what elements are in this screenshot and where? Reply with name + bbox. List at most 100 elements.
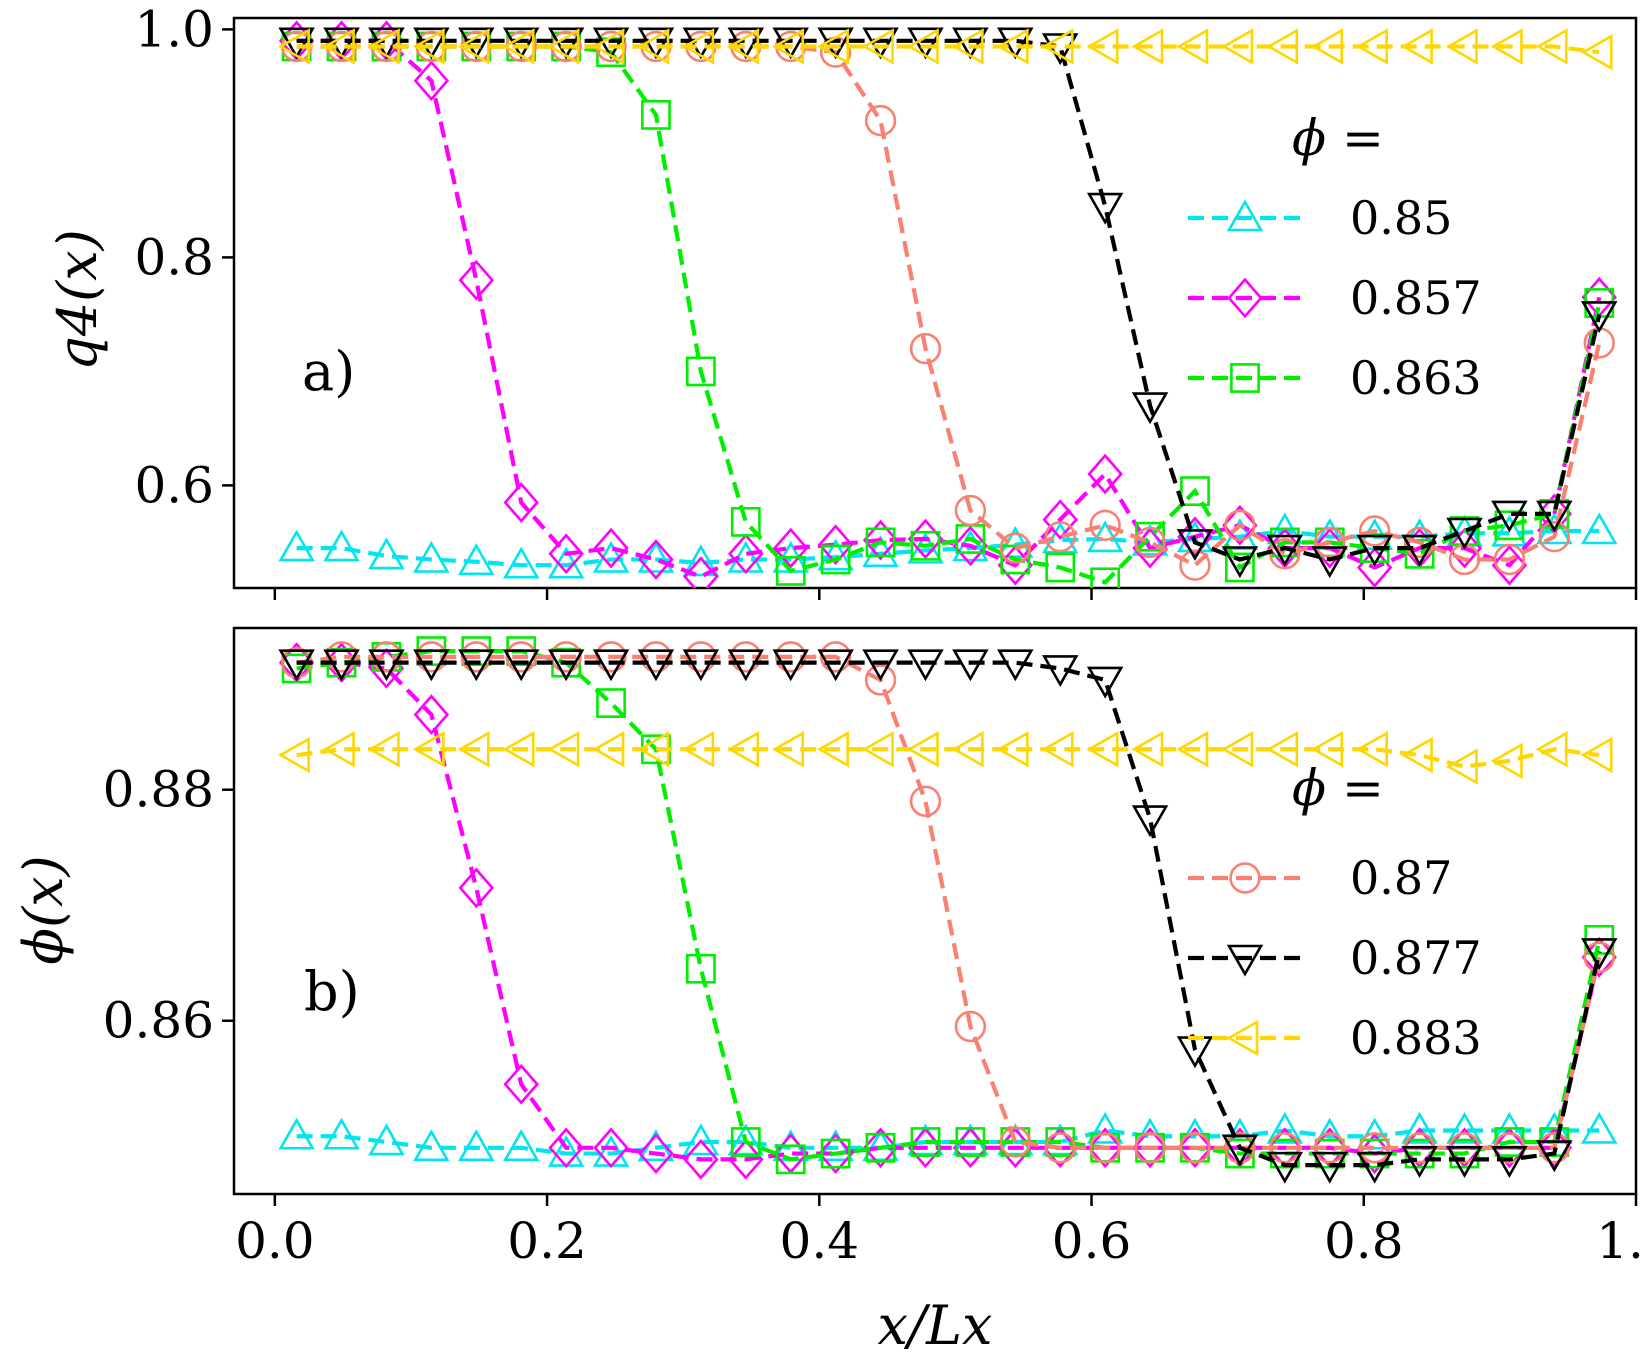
data-point <box>413 540 450 573</box>
data-point <box>1356 534 1393 567</box>
panel-b: 0.86 0.88 0.0 0.2 0.4 0.6 0.8 1.0 ϕ(x) x/Lx b) ϕ = 0… <box>12 626 1644 1357</box>
data-point <box>1314 1132 1346 1164</box>
data-point <box>1401 534 1438 567</box>
data-point <box>1581 301 1618 334</box>
data-point <box>1089 1132 1121 1164</box>
data-point <box>1358 1132 1391 1164</box>
data-point <box>682 731 715 768</box>
data-point <box>682 544 720 577</box>
data-point <box>641 100 671 130</box>
data-point <box>1042 499 1078 540</box>
legend-label: 0.85 <box>1350 191 1452 245</box>
data-point <box>730 506 761 537</box>
data-point <box>817 524 854 566</box>
data-point <box>1581 938 1618 971</box>
data-point <box>1583 941 1615 973</box>
data-point <box>592 649 630 682</box>
data-point <box>1221 1134 1259 1167</box>
data-point <box>685 641 717 673</box>
data-point <box>458 1129 495 1162</box>
data-point <box>1491 500 1528 533</box>
legend-title: ϕ = <box>1292 109 1384 167</box>
data-point <box>685 356 716 387</box>
data-point <box>1446 1111 1483 1144</box>
data-point <box>547 28 580 65</box>
data-point <box>277 736 310 774</box>
data-point <box>1580 33 1613 71</box>
data-point <box>458 543 495 576</box>
legend-entry: 0.883 <box>1188 1011 1482 1065</box>
data-point <box>503 1063 539 1105</box>
legend-label: 0.857 <box>1350 271 1482 325</box>
data-point <box>502 649 540 682</box>
data-point <box>817 28 849 65</box>
data-point <box>865 527 896 558</box>
data-point <box>1179 549 1211 581</box>
data-point <box>1134 526 1166 559</box>
legend-marker <box>1227 277 1263 319</box>
data-point <box>819 641 852 673</box>
data-point <box>415 641 448 673</box>
data-point <box>502 546 540 579</box>
data-point <box>910 530 941 561</box>
data-point <box>460 641 492 673</box>
data-point <box>1044 1132 1076 1164</box>
data-point <box>996 731 1029 768</box>
data-point <box>637 731 670 768</box>
data-point <box>682 28 715 65</box>
data-point <box>1494 510 1525 541</box>
data-point <box>412 28 445 65</box>
data-point <box>593 1127 629 1169</box>
data-point <box>1221 28 1254 65</box>
data-point <box>325 641 358 673</box>
data-point <box>1044 520 1076 553</box>
x-tick-label: 1.0 <box>1596 1212 1644 1270</box>
data-point <box>1176 529 1214 562</box>
data-point <box>727 1123 765 1156</box>
y-tick-label: 0.6 <box>134 456 214 514</box>
data-point <box>1222 504 1258 546</box>
data-point <box>1446 1146 1483 1178</box>
legend-marker <box>1230 363 1260 393</box>
data-point <box>1177 1127 1213 1169</box>
data-point <box>595 641 627 673</box>
panel-label: a) <box>302 340 355 403</box>
data-point <box>1090 567 1121 588</box>
data-point <box>413 60 450 102</box>
axes-frame <box>232 16 1638 590</box>
data-point <box>413 1129 450 1162</box>
x-tick-label: 0.2 <box>507 1212 587 1270</box>
data-point <box>996 28 1029 65</box>
data-point <box>1266 1151 1304 1184</box>
x-tick-label: 0.4 <box>780 1212 860 1270</box>
data-point <box>728 533 764 575</box>
data-point <box>727 731 760 768</box>
data-point <box>1134 1132 1166 1164</box>
data-point <box>862 1127 899 1169</box>
data-point <box>952 649 989 682</box>
plot-area <box>277 20 1618 588</box>
data-point <box>1221 546 1259 579</box>
data-point <box>1266 1111 1304 1144</box>
data-point <box>775 641 807 673</box>
data-point <box>1581 1111 1618 1144</box>
data-point <box>367 731 400 768</box>
legend: ϕ = 0.85 0.857 0.863 <box>1188 109 1482 405</box>
data-point <box>727 649 765 682</box>
data-point <box>1580 736 1613 774</box>
data-point <box>730 641 762 673</box>
data-point <box>954 1010 987 1043</box>
data-point <box>1045 552 1076 583</box>
data-point <box>1131 805 1169 838</box>
x-tick-label: 0.0 <box>235 1212 315 1270</box>
data-point <box>1490 742 1523 780</box>
data-point <box>954 494 987 527</box>
data-point <box>862 649 899 682</box>
data-point <box>1176 731 1209 768</box>
axes-frame <box>232 626 1638 1196</box>
data-point <box>1445 28 1478 65</box>
data-point <box>503 482 539 523</box>
data-point <box>277 28 310 65</box>
data-point <box>1535 731 1568 768</box>
